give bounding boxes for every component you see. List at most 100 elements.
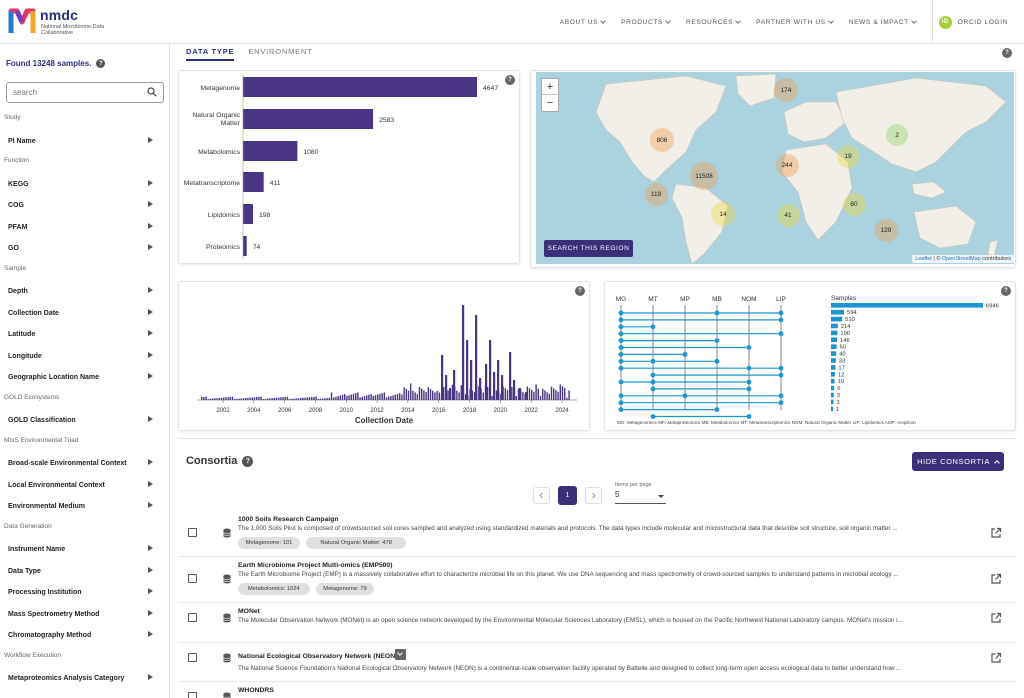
upset-membership-dot[interactable] [778, 400, 784, 406]
sidebar-filter-item[interactable]: Geographic Location Name [0, 372, 169, 382]
histogram-bar[interactable] [295, 398, 297, 400]
consortium-name[interactable]: WHONDRS [238, 687, 274, 694]
nmdc-logo[interactable]: nmdc National Microbiome Data Collaborat… [8, 6, 128, 38]
histogram-bar[interactable] [258, 396, 260, 400]
sidebar-filter-item[interactable]: PFAM [0, 222, 169, 232]
histogram-bar[interactable] [453, 370, 456, 400]
expand-arrow-icon[interactable] [148, 244, 153, 250]
items-per-page-select[interactable]: 5 [615, 490, 666, 504]
histogram-bar[interactable] [445, 375, 448, 400]
histogram-bar[interactable] [311, 397, 313, 400]
sidebar-filter-item[interactable]: Broad-scale Environmental Context [0, 458, 169, 468]
histogram-bar[interactable] [335, 396, 337, 400]
histogram-bar[interactable] [489, 340, 492, 400]
expand-arrow-icon[interactable] [148, 480, 153, 487]
upset-membership-dot[interactable] [746, 365, 752, 371]
histogram-bar[interactable] [561, 386, 564, 400]
upset-membership-dot[interactable] [746, 386, 752, 392]
histogram-bar[interactable] [447, 390, 449, 400]
histogram-bar[interactable] [466, 340, 469, 400]
histogram-bar[interactable] [550, 386, 553, 400]
histogram-bar[interactable] [557, 391, 559, 400]
map-cluster-marker[interactable]: 806 [650, 128, 674, 152]
upset-membership-dot[interactable] [618, 393, 624, 399]
upset-count-bar[interactable] [831, 344, 837, 349]
open-external-icon[interactable] [990, 573, 1002, 585]
histogram-bar[interactable] [491, 395, 493, 400]
row-select-checkbox[interactable] [188, 692, 197, 698]
upset-count-bar[interactable] [831, 351, 837, 356]
expand-arrow-icon[interactable] [148, 631, 153, 637]
histogram-bar[interactable] [497, 360, 500, 400]
expand-arrow-icon[interactable] [148, 308, 153, 315]
histogram-bar[interactable] [559, 384, 561, 400]
open-external-icon[interactable] [990, 612, 1002, 624]
histogram-bar[interactable] [451, 384, 454, 400]
histogram-bar[interactable] [328, 397, 330, 400]
histogram-bar[interactable] [236, 398, 238, 400]
histogram-bar[interactable] [423, 390, 425, 400]
row-select-checkbox[interactable] [188, 528, 197, 537]
histogram-bar[interactable] [509, 352, 512, 400]
expand-arrow-icon[interactable] [148, 674, 153, 680]
sidebar-filter-item[interactable]: KEGG [0, 179, 169, 189]
upset-membership-dot[interactable] [778, 393, 784, 399]
histogram-bar[interactable] [473, 392, 476, 400]
histogram-bar[interactable] [251, 397, 253, 400]
histogram-bar[interactable] [460, 385, 462, 400]
data-type-count-chip[interactable]: Metagenome: 79 [315, 583, 375, 595]
nav-partner-with-us[interactable]: PARTNER WITH US [756, 17, 834, 26]
histogram-bar[interactable] [352, 393, 355, 400]
upset-membership-dot[interactable] [778, 372, 784, 378]
upset-count-bar[interactable] [831, 358, 836, 363]
upset-membership-dot[interactable] [746, 345, 752, 350]
histogram-bar[interactable] [245, 398, 247, 400]
upset-membership-dot[interactable] [618, 338, 624, 343]
histogram-bar[interactable] [383, 392, 385, 400]
histogram-bar[interactable] [504, 388, 506, 400]
help-icon[interactable]: ? [505, 75, 515, 85]
upset-membership-dot[interactable] [714, 407, 720, 412]
tab-data-type[interactable]: DATA TYPE [186, 47, 235, 61]
row-select-checkbox[interactable] [188, 613, 197, 622]
histogram-bar[interactable] [553, 388, 555, 400]
page-1-button[interactable]: 1 [558, 486, 577, 505]
sidebar-filter-item[interactable]: Metaproteomics Analysis Category [0, 673, 169, 683]
consortium-name[interactable]: MONet [238, 608, 260, 615]
histogram-bar[interactable] [517, 388, 520, 400]
histogram-bar[interactable] [493, 372, 496, 400]
upset-count-bar[interactable] [831, 385, 835, 391]
histogram-bar[interactable] [339, 395, 341, 400]
histogram-bar[interactable] [462, 305, 465, 400]
upset-membership-dot[interactable] [618, 379, 624, 385]
upset-membership-dot[interactable] [618, 345, 624, 350]
data-type-bar[interactable] [243, 109, 374, 129]
histogram-bar[interactable] [324, 398, 326, 400]
histogram-bar[interactable] [449, 388, 452, 400]
upset-count-bar[interactable] [831, 309, 844, 315]
data-type-count-chip[interactable]: Metabolomics: 1024 [238, 583, 310, 595]
histogram-bar[interactable] [214, 398, 216, 400]
next-page-button[interactable] [585, 487, 602, 504]
zoom-out-button[interactable]: − [546, 97, 554, 109]
upset-membership-dot[interactable] [650, 414, 656, 419]
histogram-bar[interactable] [441, 355, 444, 400]
histogram-bar[interactable] [414, 392, 416, 400]
histogram-bar[interactable] [238, 398, 240, 400]
histogram-bar[interactable] [403, 387, 405, 400]
upset-membership-dot[interactable] [778, 331, 784, 337]
upset-membership-dot[interactable] [618, 358, 624, 364]
sidebar-filter-item[interactable]: Collection Date [0, 308, 169, 318]
data-type-bar[interactable] [243, 77, 477, 97]
upset-membership-dot[interactable] [618, 365, 624, 371]
expand-arrow-icon[interactable] [148, 373, 153, 379]
sidebar-filter-item[interactable]: Chromatography Method [0, 630, 169, 640]
histogram-bar[interactable] [544, 390, 546, 400]
histogram-bar[interactable] [212, 398, 214, 401]
consortium-name[interactable]: Earth Microbiome Project Multi-omics (EM… [238, 562, 393, 569]
histogram-bar[interactable] [434, 392, 436, 400]
upset-membership-dot[interactable] [650, 324, 656, 330]
histogram-bar[interactable] [355, 393, 357, 400]
sidebar-filter-item[interactable]: Latitude [0, 329, 169, 339]
search-this-region-button[interactable]: SEARCH THIS REGION [544, 240, 633, 257]
